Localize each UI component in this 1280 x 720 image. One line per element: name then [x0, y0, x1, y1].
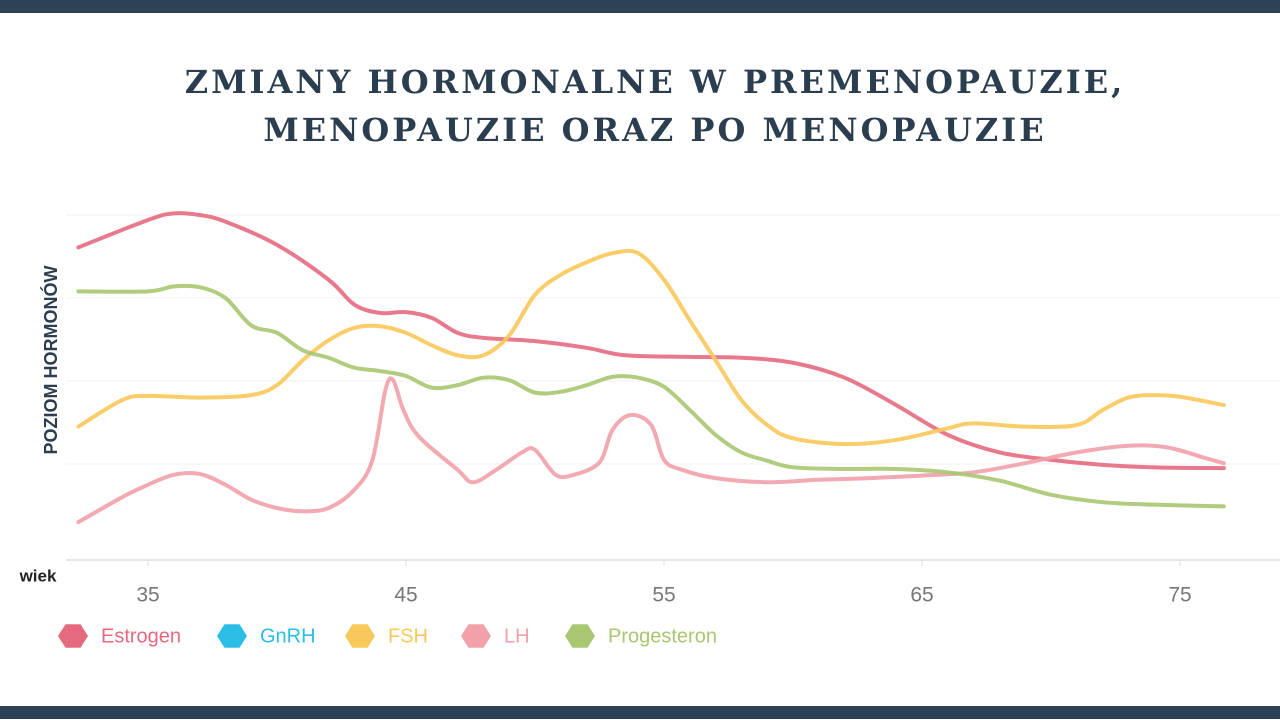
- x-tick-label: 65: [910, 584, 933, 607]
- legend-label: Progesteron: [608, 625, 717, 647]
- x-tick-label: 45: [394, 584, 417, 607]
- legend-marker: [58, 624, 88, 648]
- legend-marker: [461, 624, 491, 648]
- chart-title: ZMIANY HORMONALNE W PREMENOPAUZIE, MENOP…: [184, 63, 1126, 149]
- x-tick-label: 35: [136, 584, 159, 607]
- legend-marker: [345, 624, 375, 648]
- legend-label: LH: [504, 625, 530, 647]
- x-axis-label: wiek: [19, 566, 57, 585]
- y-axis-label: POZIOM HORMONÓW: [40, 265, 61, 454]
- legend-label: GnRH: [260, 625, 316, 647]
- legend-label: Estrogen: [101, 625, 181, 647]
- series-line: [76, 376, 1226, 525]
- legend-marker: [565, 624, 595, 648]
- x-tick-label: 75: [1168, 584, 1191, 607]
- series-line: [76, 211, 1226, 471]
- legend-marker: [217, 624, 247, 648]
- series-line: [76, 283, 1226, 509]
- legend-label: FSH: [388, 625, 428, 647]
- top-bar: [0, 0, 1280, 13]
- x-tick-label: 55: [652, 584, 675, 607]
- series-line: [76, 248, 1226, 447]
- chart: POZIOM HORMONÓW wiek 35 45 55 65 75 Estrogen G…: [19, 211, 1280, 648]
- bottom-bar: [0, 706, 1280, 719]
